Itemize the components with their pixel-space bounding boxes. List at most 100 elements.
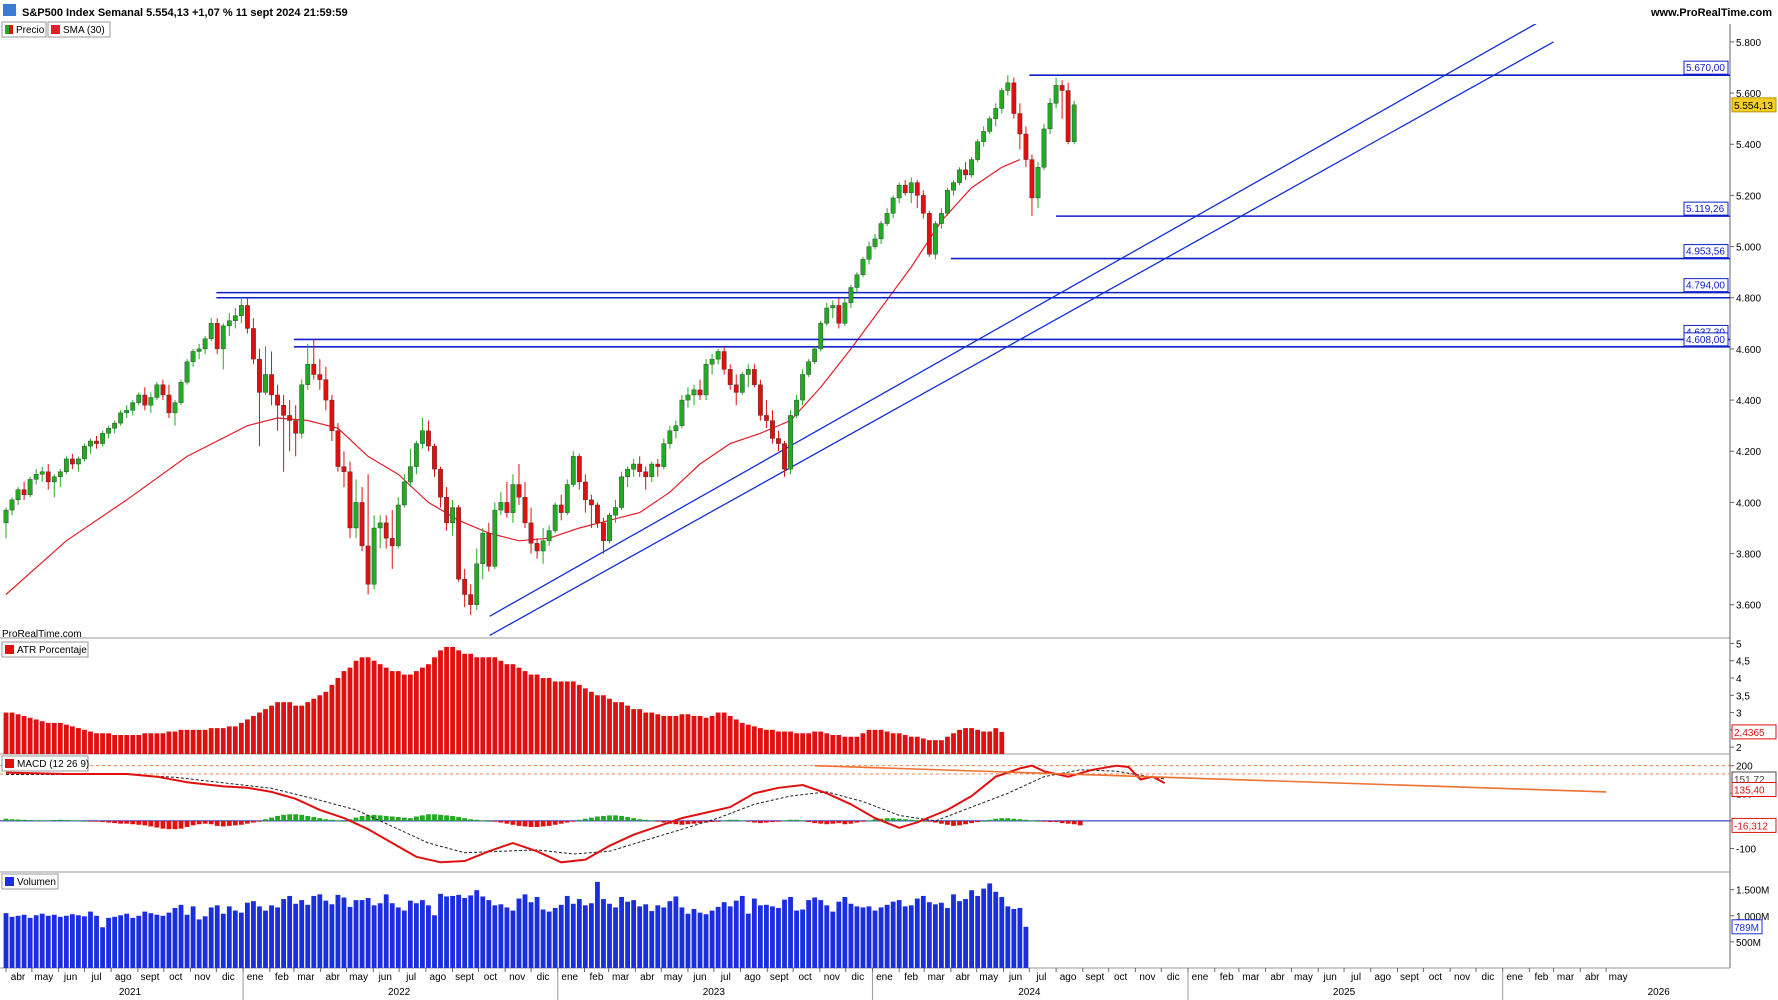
atr-bar[interactable] bbox=[190, 729, 196, 754]
macd-hist-bar[interactable] bbox=[88, 820, 93, 822]
candle[interactable] bbox=[866, 241, 872, 265]
candle[interactable] bbox=[401, 474, 407, 508]
atr-bar[interactable] bbox=[365, 657, 371, 754]
candle[interactable] bbox=[27, 476, 33, 498]
macd-hist-bar[interactable] bbox=[679, 820, 685, 825]
atr-bar[interactable] bbox=[914, 736, 920, 754]
candle[interactable] bbox=[643, 466, 649, 490]
volume-bar[interactable] bbox=[528, 902, 534, 968]
volume-bar[interactable] bbox=[287, 895, 293, 968]
candle[interactable] bbox=[546, 525, 552, 546]
atr-bar[interactable] bbox=[534, 674, 540, 754]
candle[interactable] bbox=[1005, 75, 1011, 96]
candle[interactable] bbox=[975, 139, 981, 163]
candle[interactable] bbox=[383, 515, 389, 549]
atr-bar[interactable] bbox=[33, 719, 39, 754]
atr-bar[interactable] bbox=[251, 716, 256, 754]
volume-bar[interactable] bbox=[619, 896, 624, 968]
candle[interactable] bbox=[836, 297, 842, 329]
atr-bar[interactable] bbox=[764, 729, 769, 754]
atr-bar[interactable] bbox=[667, 716, 673, 754]
volume-bar[interactable] bbox=[576, 899, 582, 968]
macd-hist-bar[interactable] bbox=[516, 820, 522, 826]
atr-bar[interactable] bbox=[238, 722, 244, 754]
candle[interactable] bbox=[124, 405, 130, 418]
macd-hist-bar[interactable] bbox=[1047, 820, 1053, 823]
candle[interactable] bbox=[281, 394, 287, 472]
volume-bar[interactable] bbox=[999, 896, 1005, 968]
atr-bar[interactable] bbox=[359, 657, 365, 754]
macd-hist-bar[interactable] bbox=[932, 820, 938, 823]
volume-bar[interactable] bbox=[564, 895, 570, 968]
volume-bar[interactable] bbox=[395, 907, 401, 968]
volume-bar[interactable] bbox=[975, 895, 981, 968]
candle[interactable] bbox=[552, 502, 558, 534]
atr-bar[interactable] bbox=[697, 716, 703, 754]
macd-hist-bar[interactable] bbox=[673, 820, 679, 825]
candle[interactable] bbox=[142, 387, 148, 411]
macd-hist-bar[interactable] bbox=[311, 817, 317, 821]
atr-bar[interactable] bbox=[806, 733, 812, 754]
atr-bar[interactable] bbox=[981, 731, 987, 754]
macd-hist-bar[interactable] bbox=[854, 820, 860, 823]
atr-bar[interactable] bbox=[27, 717, 33, 754]
macd-hist-bar[interactable] bbox=[1071, 820, 1077, 825]
macd-hist-bar[interactable] bbox=[498, 820, 504, 823]
macd-hist-bar[interactable] bbox=[257, 820, 262, 822]
volume-bar[interactable] bbox=[377, 903, 383, 968]
candle[interactable] bbox=[468, 584, 474, 615]
atr-bar[interactable] bbox=[788, 731, 793, 754]
volume-bar[interactable] bbox=[51, 914, 57, 968]
macd-hist-bar[interactable] bbox=[981, 820, 987, 822]
candle[interactable] bbox=[172, 400, 178, 426]
macd-hist-bar[interactable] bbox=[570, 820, 576, 822]
macd-hist-bar[interactable] bbox=[377, 815, 383, 821]
atr-bar[interactable] bbox=[733, 719, 739, 754]
macd-hist-bar[interactable] bbox=[510, 820, 516, 825]
atr-bar[interactable] bbox=[450, 646, 455, 754]
candle[interactable] bbox=[130, 400, 136, 416]
candle[interactable] bbox=[275, 384, 280, 431]
macd-hist-bar[interactable] bbox=[818, 820, 824, 824]
atr-bar[interactable] bbox=[607, 698, 612, 754]
candle[interactable] bbox=[190, 348, 196, 367]
volume-bar[interactable] bbox=[504, 907, 510, 968]
macd-hist-bar[interactable] bbox=[317, 818, 323, 821]
macd-hist-bar[interactable] bbox=[232, 820, 238, 826]
atr-bar[interactable] bbox=[926, 740, 932, 754]
macd-hist-bar[interactable] bbox=[951, 820, 956, 826]
volume-bar[interactable] bbox=[480, 896, 486, 968]
macd-hist-bar[interactable] bbox=[601, 815, 606, 821]
macd-hist-bar[interactable] bbox=[63, 820, 69, 821]
candle[interactable] bbox=[969, 157, 975, 178]
candle[interactable] bbox=[824, 302, 830, 326]
volume-bar[interactable] bbox=[806, 900, 812, 968]
atr-bar[interactable] bbox=[836, 735, 842, 754]
candle[interactable] bbox=[57, 469, 63, 488]
macd-hist-bar[interactable] bbox=[190, 820, 196, 826]
macd-hist-bar[interactable] bbox=[727, 819, 733, 821]
atr-bar[interactable] bbox=[456, 650, 462, 754]
candle[interactable] bbox=[407, 448, 413, 488]
volume-bar[interactable] bbox=[420, 900, 425, 968]
macd-hist-bar[interactable] bbox=[733, 819, 739, 821]
candle[interactable] bbox=[82, 443, 87, 462]
macd-hist-bar[interactable] bbox=[860, 820, 866, 822]
macd-hist-bar[interactable] bbox=[902, 819, 908, 821]
macd-hist-bar[interactable] bbox=[426, 814, 431, 821]
macd-hist-bar[interactable] bbox=[214, 820, 220, 826]
candle[interactable] bbox=[601, 517, 606, 554]
atr-bar[interactable] bbox=[220, 728, 226, 754]
candle[interactable] bbox=[890, 195, 896, 219]
macd-hist-bar[interactable] bbox=[106, 820, 111, 823]
candle[interactable] bbox=[896, 182, 902, 204]
candle[interactable] bbox=[214, 318, 220, 355]
atr-bar[interactable] bbox=[401, 674, 407, 754]
volume-bar[interactable] bbox=[82, 916, 87, 968]
macd-hist-bar[interactable] bbox=[631, 818, 637, 821]
candle[interactable] bbox=[196, 343, 202, 360]
macd-hist-bar[interactable] bbox=[866, 820, 872, 822]
volume-bar[interactable] bbox=[106, 917, 111, 968]
macd-hist-bar[interactable] bbox=[757, 820, 763, 824]
atr-bar[interactable] bbox=[293, 705, 299, 754]
